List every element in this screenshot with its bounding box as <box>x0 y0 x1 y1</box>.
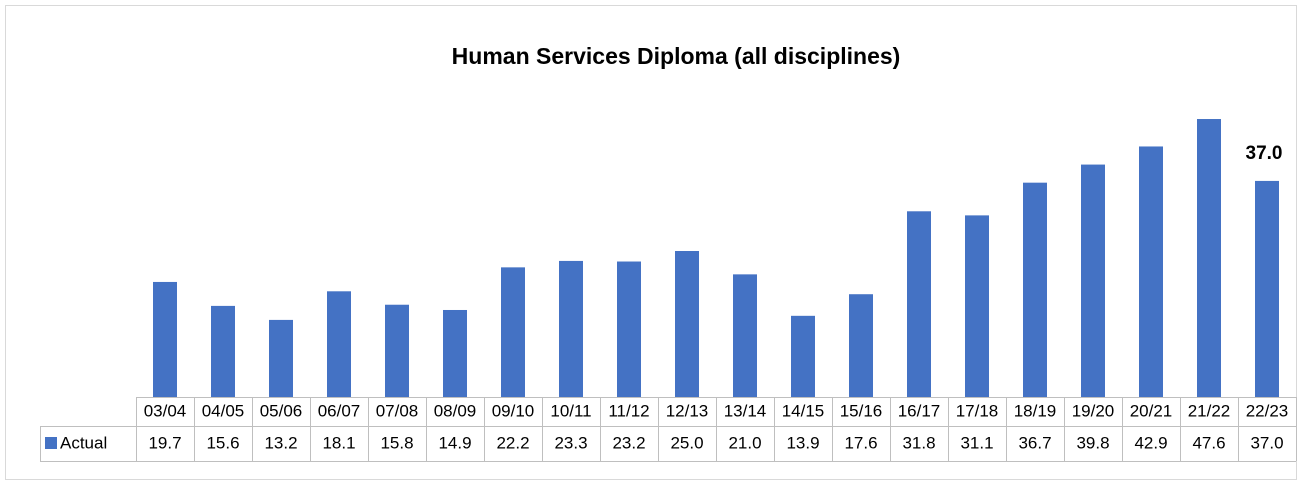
bar <box>1197 119 1221 398</box>
table-value: 31.8 <box>902 433 935 452</box>
legend-swatch <box>45 437 57 449</box>
bar <box>327 291 351 397</box>
table-value: 18.1 <box>322 433 355 452</box>
table-value: 47.6 <box>1192 433 1225 452</box>
x-tick-label: 15/16 <box>840 401 883 420</box>
x-tick-label: 06/07 <box>318 401 361 420</box>
table-value: 17.6 <box>844 433 877 452</box>
x-tick-label: 20/21 <box>1130 401 1173 420</box>
x-tick-label: 14/15 <box>782 401 825 420</box>
x-tick-label: 18/19 <box>1014 401 1057 420</box>
table-value: 39.8 <box>1076 433 1109 452</box>
x-tick-label: 12/13 <box>666 401 709 420</box>
x-tick-label: 22/23 <box>1246 401 1289 420</box>
bar <box>849 294 873 397</box>
x-tick-label: 09/10 <box>492 401 535 420</box>
bar <box>1023 182 1047 397</box>
x-tick-label: 13/14 <box>724 401 767 420</box>
bar <box>269 319 293 397</box>
table-value: 23.2 <box>612 433 645 452</box>
bar <box>153 281 177 397</box>
table-value: 21.0 <box>728 433 761 452</box>
table-value: 15.8 <box>380 433 413 452</box>
bar <box>501 267 525 397</box>
bar <box>1139 146 1163 397</box>
x-tick-label: 03/04 <box>144 401 187 420</box>
chart-title: Human Services Diploma (all disciplines) <box>452 43 901 69</box>
table-value: 31.1 <box>960 433 993 452</box>
x-tick-label: 16/17 <box>898 401 941 420</box>
bar <box>385 304 409 397</box>
x-tick-label: 04/05 <box>202 401 245 420</box>
bar <box>675 251 699 397</box>
bar <box>443 309 467 397</box>
x-tick-label: 05/06 <box>260 401 303 420</box>
table-value: 15.6 <box>206 433 239 452</box>
bar <box>733 274 757 397</box>
x-tick-label: 07/08 <box>376 401 419 420</box>
bar <box>1081 164 1105 397</box>
x-tick-label: 17/18 <box>956 401 999 420</box>
x-tick-label: 21/22 <box>1188 401 1231 420</box>
table-value: 42.9 <box>1134 433 1167 452</box>
x-tick-label: 08/09 <box>434 401 477 420</box>
bar <box>791 315 815 397</box>
table-value: 14.9 <box>438 433 471 452</box>
table-value: 37.0 <box>1250 433 1283 452</box>
bar <box>1255 180 1279 397</box>
table-value: 13.2 <box>264 433 297 452</box>
legend-label: Actual <box>60 433 107 452</box>
bar <box>559 260 583 397</box>
table-value: 25.0 <box>670 433 703 452</box>
table-value: 23.3 <box>554 433 587 452</box>
bar <box>965 215 989 397</box>
x-tick-label: 10/11 <box>550 401 591 420</box>
table-value: 36.7 <box>1018 433 1051 452</box>
data-label: 37.0 <box>1246 143 1283 164</box>
bar <box>211 305 235 397</box>
bar <box>617 261 641 397</box>
x-tick-label: 19/20 <box>1072 401 1115 420</box>
table-value: 22.2 <box>496 433 529 452</box>
table-value: 19.7 <box>148 433 181 452</box>
bar <box>907 211 931 397</box>
table-value: 13.9 <box>786 433 819 452</box>
x-tick-label: 11/12 <box>608 401 649 420</box>
